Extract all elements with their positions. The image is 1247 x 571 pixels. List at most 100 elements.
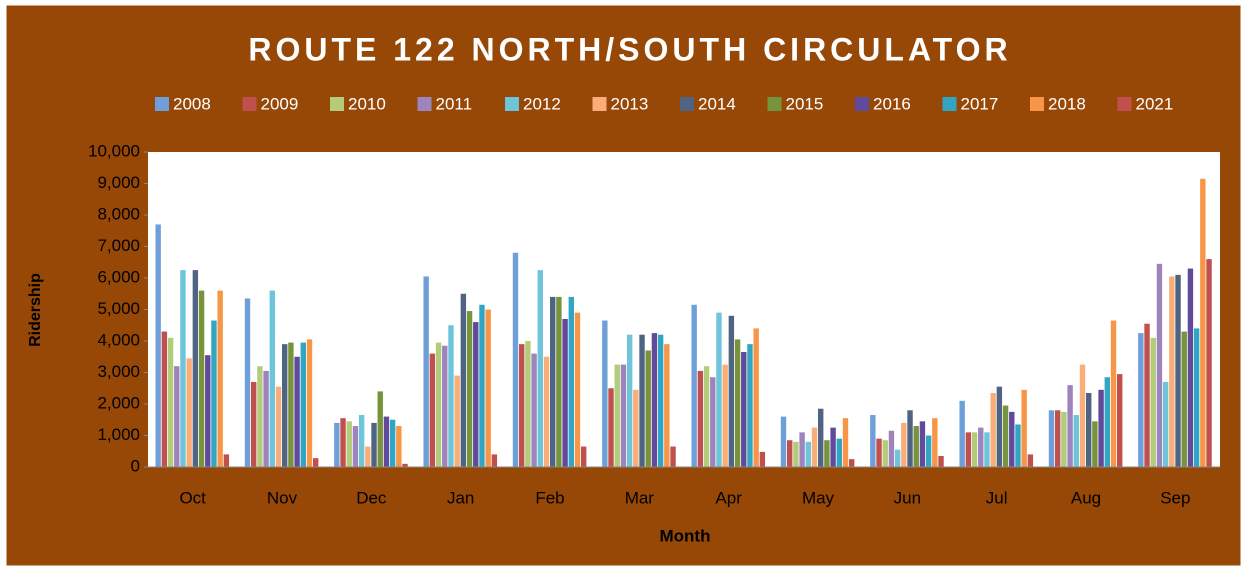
bar: [167, 337, 174, 467]
legend-swatch: [1030, 97, 1044, 111]
bar: [1067, 385, 1073, 467]
x-axis-label: Month: [660, 526, 711, 545]
bar: [651, 333, 658, 467]
bar: [907, 410, 913, 467]
bar: [894, 449, 901, 467]
bar: [346, 421, 352, 467]
bar: [888, 430, 895, 467]
y-tick-label: 0: [131, 456, 140, 475]
bar: [1055, 410, 1061, 467]
bar: [263, 370, 269, 467]
y-tick-label: 1,000: [97, 425, 140, 444]
bar: [818, 408, 824, 467]
bar: [371, 422, 377, 467]
bar: [352, 426, 359, 467]
bar: [174, 366, 180, 467]
bar: [423, 276, 429, 467]
bar: [1079, 364, 1086, 467]
legend-swatch: [505, 97, 519, 111]
y-tick-label: 10,000: [88, 141, 140, 160]
bar: [626, 334, 633, 467]
legend-swatch: [417, 97, 432, 111]
bar: [1110, 320, 1117, 467]
legend-label: 2017: [961, 94, 999, 113]
legend-swatch: [680, 97, 694, 111]
bar: [448, 325, 454, 467]
bar: [282, 344, 288, 467]
bar: [984, 432, 990, 467]
bar: [913, 426, 919, 467]
y-tick-label: 7,000: [97, 236, 140, 255]
bar: [512, 252, 519, 467]
bar: [358, 415, 365, 467]
bar: [633, 389, 639, 467]
y-axis-label: Ridership: [27, 273, 44, 347]
bar: [473, 322, 479, 467]
x-tick-label: Oct: [179, 488, 206, 507]
bar: [965, 432, 972, 467]
x-tick-label: Aug: [1071, 488, 1101, 507]
bar: [780, 416, 787, 467]
legend-label: 2011: [436, 94, 473, 113]
bar: [531, 353, 537, 467]
bar: [1187, 268, 1194, 467]
bar: [1117, 374, 1123, 467]
legend-label: 2014: [698, 94, 736, 113]
y-tick-label: 8,000: [97, 204, 140, 223]
bar: [466, 311, 473, 467]
bar: [1027, 454, 1034, 467]
bar: [824, 440, 830, 467]
bar: [753, 328, 759, 467]
bar: [1092, 421, 1098, 467]
bar: [306, 339, 313, 467]
legend-label: 2013: [611, 94, 649, 113]
bar: [614, 364, 620, 467]
bar: [670, 446, 676, 467]
bar: [568, 296, 574, 467]
bar: [396, 426, 402, 467]
legend-label: 2012: [523, 94, 561, 113]
bar: [639, 334, 645, 467]
x-tick-label: May: [802, 488, 835, 507]
bar: [919, 421, 926, 467]
bar: [223, 454, 230, 467]
legend-swatch: [330, 97, 344, 111]
bar: [759, 451, 766, 467]
bar: [180, 270, 186, 467]
bar: [1048, 410, 1055, 467]
bar: [519, 344, 525, 467]
bar: [1144, 323, 1150, 467]
bar: [543, 356, 550, 467]
bar: [334, 422, 340, 467]
bar: [925, 435, 932, 467]
bar: [805, 441, 811, 467]
bar: [581, 446, 587, 467]
bar: [294, 356, 300, 467]
bar: [562, 318, 568, 467]
bar: [716, 312, 722, 467]
bar: [1015, 424, 1021, 467]
x-tick-label: Apr: [715, 488, 742, 507]
x-tick-label: Sep: [1160, 488, 1190, 507]
bar: [161, 331, 168, 467]
bar: [525, 341, 531, 467]
bar: [876, 438, 882, 467]
bar: [1169, 276, 1175, 467]
bar: [454, 375, 460, 467]
bar: [1150, 337, 1156, 467]
bar: [192, 270, 199, 467]
legend-swatch: [155, 97, 169, 111]
legend-label: 2015: [786, 94, 824, 113]
bar: [383, 416, 390, 467]
legend-label: 2010: [348, 94, 386, 113]
bar: [657, 334, 664, 467]
bar: [257, 366, 263, 467]
bar: [870, 415, 876, 467]
bar: [645, 350, 651, 467]
bar: [389, 419, 396, 467]
legend-label: 2008: [173, 94, 211, 113]
bar: [741, 352, 747, 467]
bar: [710, 377, 716, 467]
bar: [978, 427, 984, 467]
bar: [882, 440, 888, 467]
